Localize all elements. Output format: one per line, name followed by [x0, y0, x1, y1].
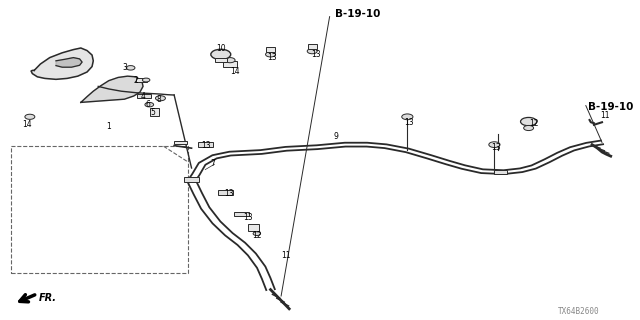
- Text: 2: 2: [133, 76, 138, 85]
- Bar: [308, 44, 317, 49]
- Polygon shape: [81, 76, 143, 102]
- Text: 13: 13: [202, 141, 211, 150]
- Bar: [136, 78, 147, 82]
- Circle shape: [489, 142, 500, 148]
- Bar: [494, 170, 508, 174]
- Text: 13: 13: [224, 189, 234, 198]
- Text: 10: 10: [216, 44, 225, 52]
- Bar: [234, 212, 249, 216]
- Text: B-19-10: B-19-10: [335, 9, 380, 20]
- Text: 14: 14: [22, 120, 31, 129]
- Text: FR.: FR.: [39, 292, 57, 303]
- Circle shape: [145, 102, 154, 107]
- Circle shape: [402, 114, 413, 120]
- Bar: [218, 190, 232, 195]
- Text: 13: 13: [492, 143, 501, 152]
- Text: 3: 3: [122, 63, 127, 72]
- Bar: [150, 108, 159, 116]
- Polygon shape: [31, 48, 93, 79]
- Text: 9: 9: [333, 132, 339, 140]
- Circle shape: [520, 117, 537, 126]
- Text: 12: 12: [252, 231, 262, 240]
- Bar: [184, 178, 199, 182]
- Bar: [11, 146, 188, 273]
- Circle shape: [307, 49, 317, 54]
- Bar: [248, 224, 259, 231]
- Circle shape: [211, 49, 231, 60]
- Bar: [138, 93, 151, 98]
- Circle shape: [143, 78, 150, 82]
- Circle shape: [266, 52, 275, 57]
- Text: 12: 12: [529, 119, 538, 128]
- Circle shape: [225, 58, 235, 63]
- Text: 1: 1: [106, 122, 111, 131]
- Circle shape: [156, 96, 165, 101]
- Text: 13: 13: [243, 213, 252, 222]
- Bar: [266, 47, 275, 52]
- Text: 13: 13: [268, 53, 277, 62]
- Circle shape: [126, 66, 135, 70]
- Bar: [223, 61, 237, 67]
- Circle shape: [253, 232, 260, 236]
- Circle shape: [25, 114, 35, 119]
- Text: 4: 4: [141, 92, 145, 100]
- Circle shape: [524, 125, 534, 131]
- Text: 13: 13: [311, 50, 321, 59]
- Text: 11: 11: [282, 252, 291, 260]
- Text: 11: 11: [600, 111, 609, 120]
- Text: 8: 8: [156, 95, 161, 104]
- Polygon shape: [56, 58, 82, 67]
- Bar: [214, 58, 227, 62]
- Bar: [174, 141, 187, 144]
- Text: 13: 13: [404, 118, 414, 127]
- Text: TX64B2600: TX64B2600: [557, 308, 599, 316]
- Text: 6: 6: [145, 100, 150, 109]
- Text: 14: 14: [230, 67, 240, 76]
- Text: 5: 5: [150, 108, 155, 116]
- Text: B-19-10: B-19-10: [588, 102, 633, 112]
- Bar: [198, 142, 212, 147]
- Text: 7: 7: [211, 159, 215, 168]
